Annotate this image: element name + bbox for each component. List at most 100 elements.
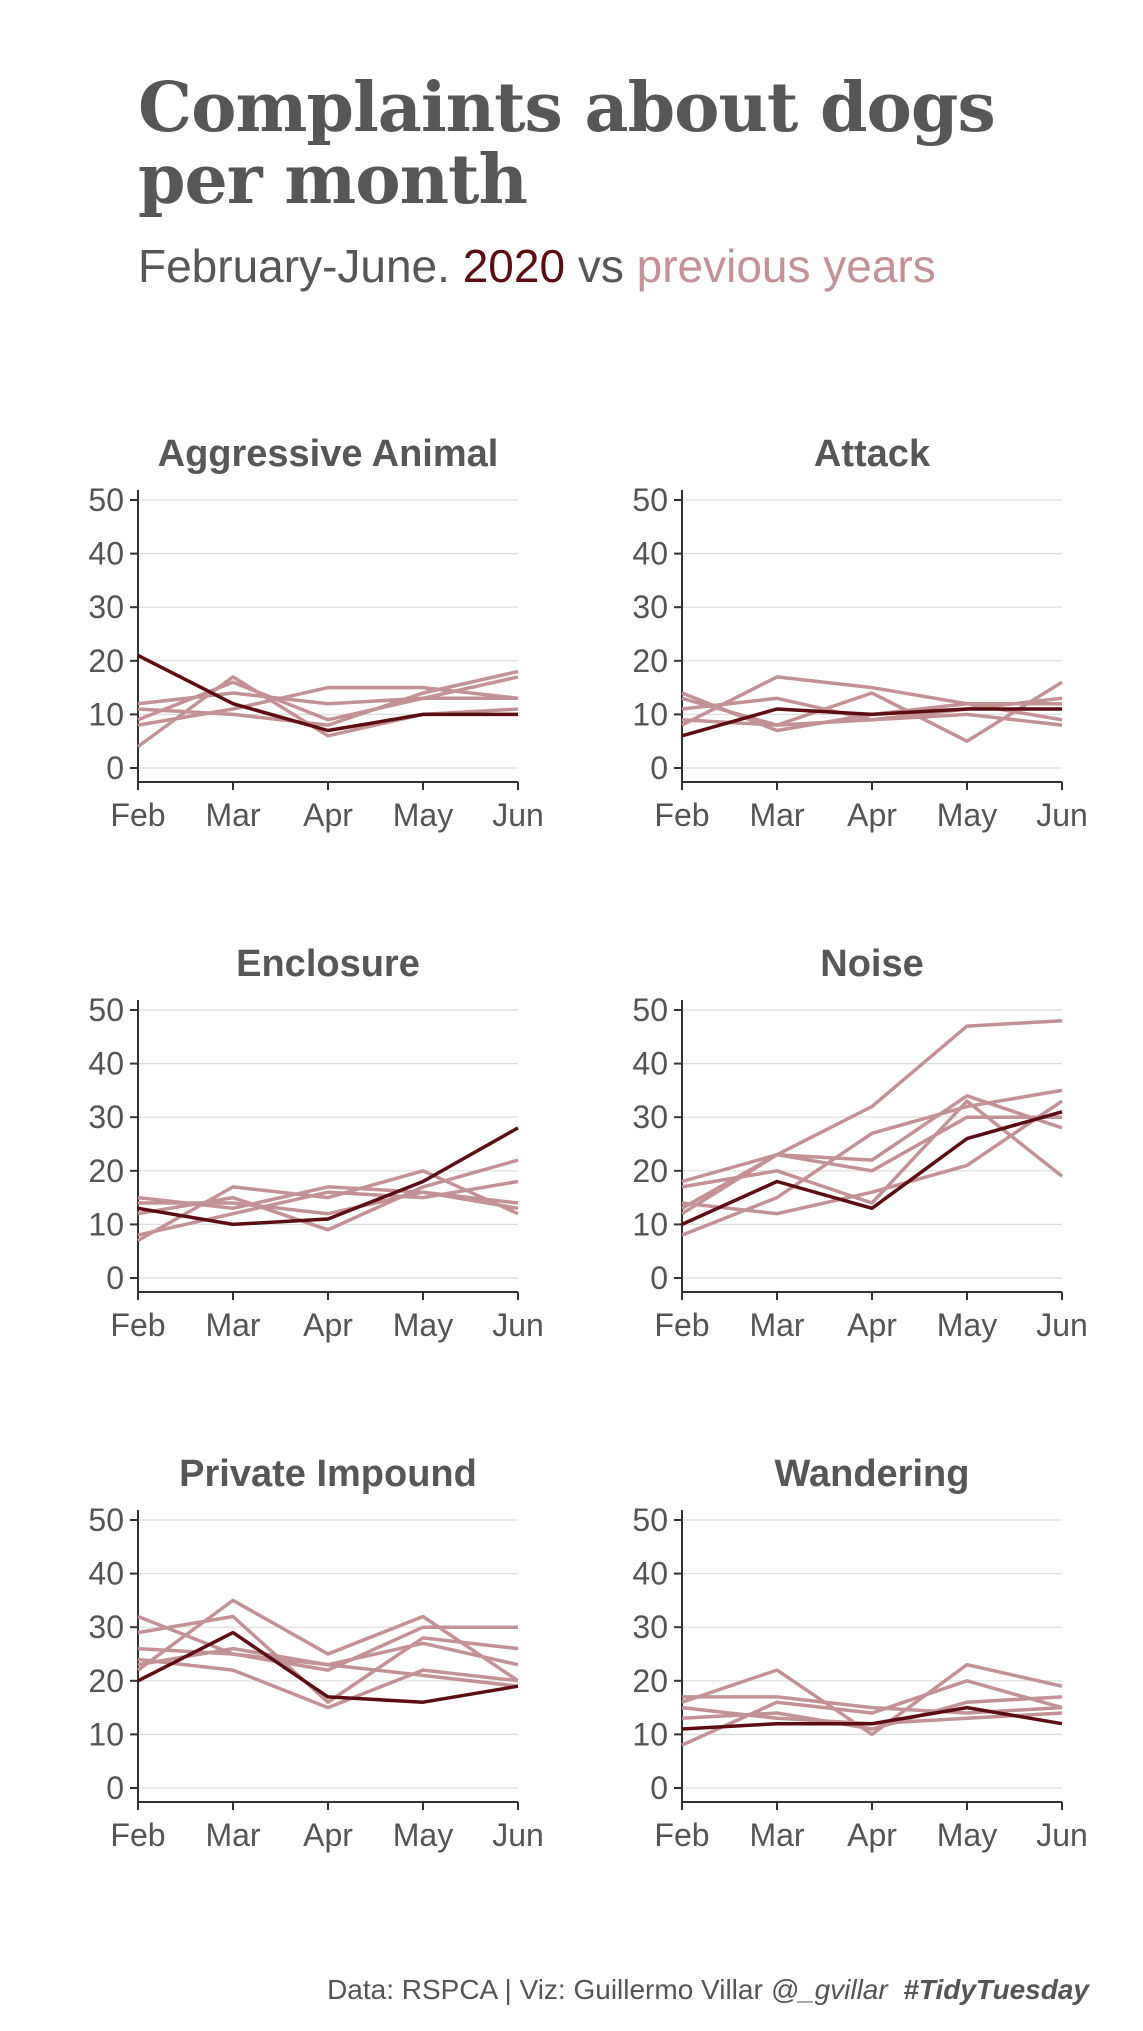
current-year-line	[681, 1110, 1063, 1226]
previous-year-line	[137, 1179, 519, 1237]
panel-title: Aggressive Animal	[158, 433, 499, 475]
previous-year-line	[137, 685, 519, 727]
current-year-line	[137, 1126, 519, 1227]
y-tick-label: 10	[88, 1716, 124, 1752]
y-tick-label: 20	[88, 643, 124, 679]
y-tick-label: 40	[88, 1556, 124, 1592]
x-tick-label: Feb	[110, 1817, 165, 1853]
chart-title: Complaints about dogs per month	[138, 72, 1038, 216]
y-tick-label: 20	[88, 1663, 124, 1699]
y-tick-label: 0	[650, 1770, 668, 1806]
x-tick-label: Apr	[303, 1307, 353, 1343]
x-tick-label: Jun	[1036, 1307, 1088, 1343]
panel-noise: Noise 0 10 20 30 40 50 Feb Mar Apr May Jun	[632, 943, 1087, 1343]
y-tick-label: 40	[632, 1556, 668, 1592]
x-tick-label: Feb	[110, 1307, 165, 1343]
x-tick-label: Mar	[205, 1307, 260, 1343]
panel-aggressive-animal: Aggressive Animal 0 10 20 30 40 50 Feb Mar Apr May…	[88, 433, 543, 833]
subtitle-current-year: 2020	[462, 240, 566, 292]
y-tick-label: 10	[88, 1206, 124, 1242]
x-tick-label: Apr	[847, 1307, 897, 1343]
x-tick-label: Mar	[205, 1817, 260, 1853]
x-tick-label: Apr	[303, 797, 353, 833]
previous-year-line	[137, 669, 519, 727]
x-tick-label: Feb	[654, 1817, 709, 1853]
chart-subtitle: February-June. 2020 vs previous years	[138, 238, 936, 294]
y-tick-label: 50	[632, 482, 668, 518]
title-line-2: per month	[138, 140, 528, 220]
x-tick-label: May	[937, 1307, 997, 1343]
panel-title: Private Impound	[179, 1453, 477, 1495]
previous-year-line	[137, 1614, 518, 1672]
y-tick-label: 50	[88, 482, 124, 518]
panel-title: Wandering	[775, 1453, 970, 1495]
panel-enclosure: Enclosure 0 10 20 30 40 50 Feb Mar Apr May Jun	[88, 943, 543, 1343]
x-tick-label: Jun	[492, 1307, 544, 1343]
previous-year-line	[681, 1018, 1063, 1184]
x-tick-label: May	[937, 1817, 997, 1853]
previous-year-line	[138, 1190, 519, 1216]
current-year-line	[137, 1630, 519, 1704]
y-tick-label: 20	[632, 643, 668, 679]
previous-year-line	[137, 1646, 519, 1688]
panel-title: Noise	[820, 943, 923, 985]
x-tick-label: Jun	[1036, 797, 1088, 833]
previous-year-line	[137, 1657, 519, 1710]
x-tick-label: Mar	[749, 1817, 804, 1853]
x-tick-label: Jun	[492, 797, 544, 833]
previous-year-line	[681, 1088, 1063, 1237]
panel-attack: Attack 0 10 20 30 40 50 Feb Mar Apr May Jun	[632, 433, 1087, 833]
x-tick-label: Feb	[654, 797, 709, 833]
panel-title: Attack	[814, 433, 931, 475]
caption-handle: @_gvillar	[770, 1974, 888, 2005]
previous-year-line	[681, 1099, 1064, 1205]
x-tick-label: Mar	[749, 1307, 804, 1343]
y-tick-label: 10	[632, 696, 668, 732]
x-tick-label: Feb	[110, 797, 165, 833]
previous-year-line	[136, 675, 519, 749]
previous-year-line	[137, 1169, 519, 1243]
y-tick-label: 0	[106, 1770, 124, 1806]
previous-year-line	[681, 1115, 1062, 1210]
x-tick-label: Mar	[749, 797, 804, 833]
y-tick-label: 0	[106, 1260, 124, 1296]
y-tick-label: 50	[88, 1502, 124, 1538]
x-tick-label: May	[393, 1307, 453, 1343]
y-tick-label: 10	[88, 696, 124, 732]
y-tick-label: 50	[632, 992, 668, 1028]
x-tick-label: May	[393, 797, 453, 833]
caption-source: Data: RSPCA | Viz: Guillermo Villar	[327, 1974, 771, 2005]
x-tick-label: Apr	[847, 1817, 897, 1853]
y-tick-label: 30	[88, 1609, 124, 1645]
caption-hashtag: #TidyTuesday	[903, 1974, 1089, 2005]
y-tick-label: 40	[88, 536, 124, 572]
y-tick-label: 0	[650, 750, 668, 786]
x-tick-label: Apr	[303, 1817, 353, 1853]
y-tick-label: 50	[88, 992, 124, 1028]
previous-year-line	[137, 1614, 519, 1704]
panel-title: Enclosure	[236, 943, 420, 985]
y-tick-label: 20	[88, 1153, 124, 1189]
x-tick-label: May	[937, 797, 997, 833]
y-tick-label: 30	[632, 589, 668, 625]
y-tick-label: 50	[632, 1502, 668, 1538]
previous-year-line	[681, 1094, 1063, 1216]
y-tick-label: 30	[88, 589, 124, 625]
x-tick-label: Mar	[205, 797, 260, 833]
title-line-1: Complaints about dogs	[138, 68, 996, 148]
y-tick-label: 0	[650, 1260, 668, 1296]
subtitle-previous-years: previous years	[636, 240, 936, 292]
y-tick-label: 40	[88, 1046, 124, 1082]
y-tick-label: 0	[106, 750, 124, 786]
current-year-line	[681, 1705, 1063, 1731]
x-tick-label: Jun	[492, 1817, 544, 1853]
panel-wandering: Wandering 0 10 20 30 40 50 Feb Mar Apr May Jun	[632, 1453, 1087, 1853]
panel-private-impound: Private Impound 0 10 20 30 40 50 Feb Mar Apr May Ju…	[88, 1453, 543, 1853]
y-tick-label: 30	[632, 1099, 668, 1135]
x-tick-label: Apr	[847, 797, 897, 833]
y-tick-label: 20	[632, 1153, 668, 1189]
y-tick-label: 20	[632, 1663, 668, 1699]
y-tick-label: 10	[632, 1206, 668, 1242]
previous-year-line	[681, 696, 1063, 727]
